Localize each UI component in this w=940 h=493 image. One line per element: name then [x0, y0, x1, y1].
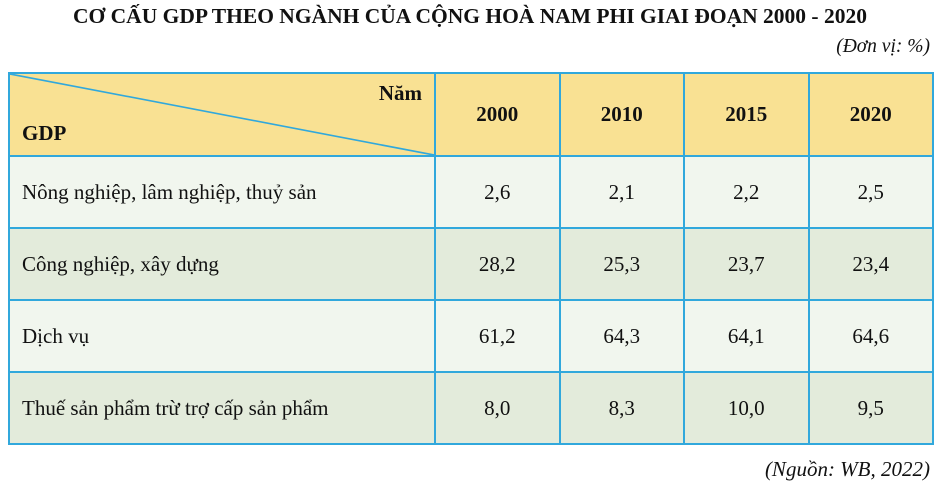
- value-cell: 2,2: [683, 155, 810, 229]
- row-label: Thuế sản phẩm trừ trợ cấp sản phẩm: [8, 371, 436, 445]
- table-row-services: Dịch vụ 61,2 64,3 64,1 64,6: [8, 299, 934, 373]
- value-cell: 64,3: [558, 299, 685, 373]
- table-row-agriculture: Nông nghiệp, lâm nghiệp, thuỷ sản 2,6 2,…: [8, 155, 934, 229]
- corner-label-gdp: GDP: [22, 121, 67, 145]
- table-row-taxes: Thuế sản phẩm trừ trợ cấp sản phẩm 8,0 8…: [8, 371, 934, 445]
- row-label: Dịch vụ: [8, 299, 436, 373]
- value-cell: 9,5: [807, 371, 934, 445]
- source-note: (Nguồn: WB, 2022): [764, 457, 930, 481]
- year-header-2020: 2020: [807, 72, 934, 157]
- value-cell: 25,3: [558, 227, 685, 301]
- value-cell: 64,1: [683, 299, 810, 373]
- row-label: Công nghiệp, xây dựng: [8, 227, 436, 301]
- value-cell: 2,1: [558, 155, 685, 229]
- year-header-2000: 2000: [434, 72, 561, 157]
- unit-note: (Đơn vị: %): [836, 36, 930, 57]
- value-cell: 64,6: [807, 299, 934, 373]
- corner-label-nam: Năm: [378, 81, 422, 105]
- header-row: Năm GDP 2000 2010 2015 2020: [8, 72, 934, 157]
- value-cell: 10,0: [683, 371, 810, 445]
- page-title: CƠ CẤU GDP THEO NGÀNH CỦA CỘNG HOÀ NAM P…: [73, 4, 867, 28]
- table-row-industry: Công nghiệp, xây dựng 28,2 25,3 23,7 23,…: [8, 227, 934, 301]
- value-cell: 8,0: [434, 371, 561, 445]
- page: CƠ CẤU GDP THEO NGÀNH CỦA CỘNG HOÀ NAM P…: [0, 3, 940, 493]
- value-cell: 8,3: [558, 371, 685, 445]
- row-label: Nông nghiệp, lâm nghiệp, thuỷ sản: [8, 155, 436, 229]
- gdp-table: Năm GDP 2000 2010 2015 2020 Nông nghiệp,…: [8, 72, 934, 445]
- value-cell: 61,2: [434, 299, 561, 373]
- value-cell: 23,7: [683, 227, 810, 301]
- year-header-2010: 2010: [558, 72, 685, 157]
- value-cell: 2,6: [434, 155, 561, 229]
- value-cell: 23,4: [807, 227, 934, 301]
- value-cell: 28,2: [434, 227, 561, 301]
- diagonal-divider-line: [10, 74, 434, 155]
- value-cell: 2,5: [807, 155, 934, 229]
- year-header-2015: 2015: [683, 72, 810, 157]
- corner-header-cell: Năm GDP: [8, 72, 436, 157]
